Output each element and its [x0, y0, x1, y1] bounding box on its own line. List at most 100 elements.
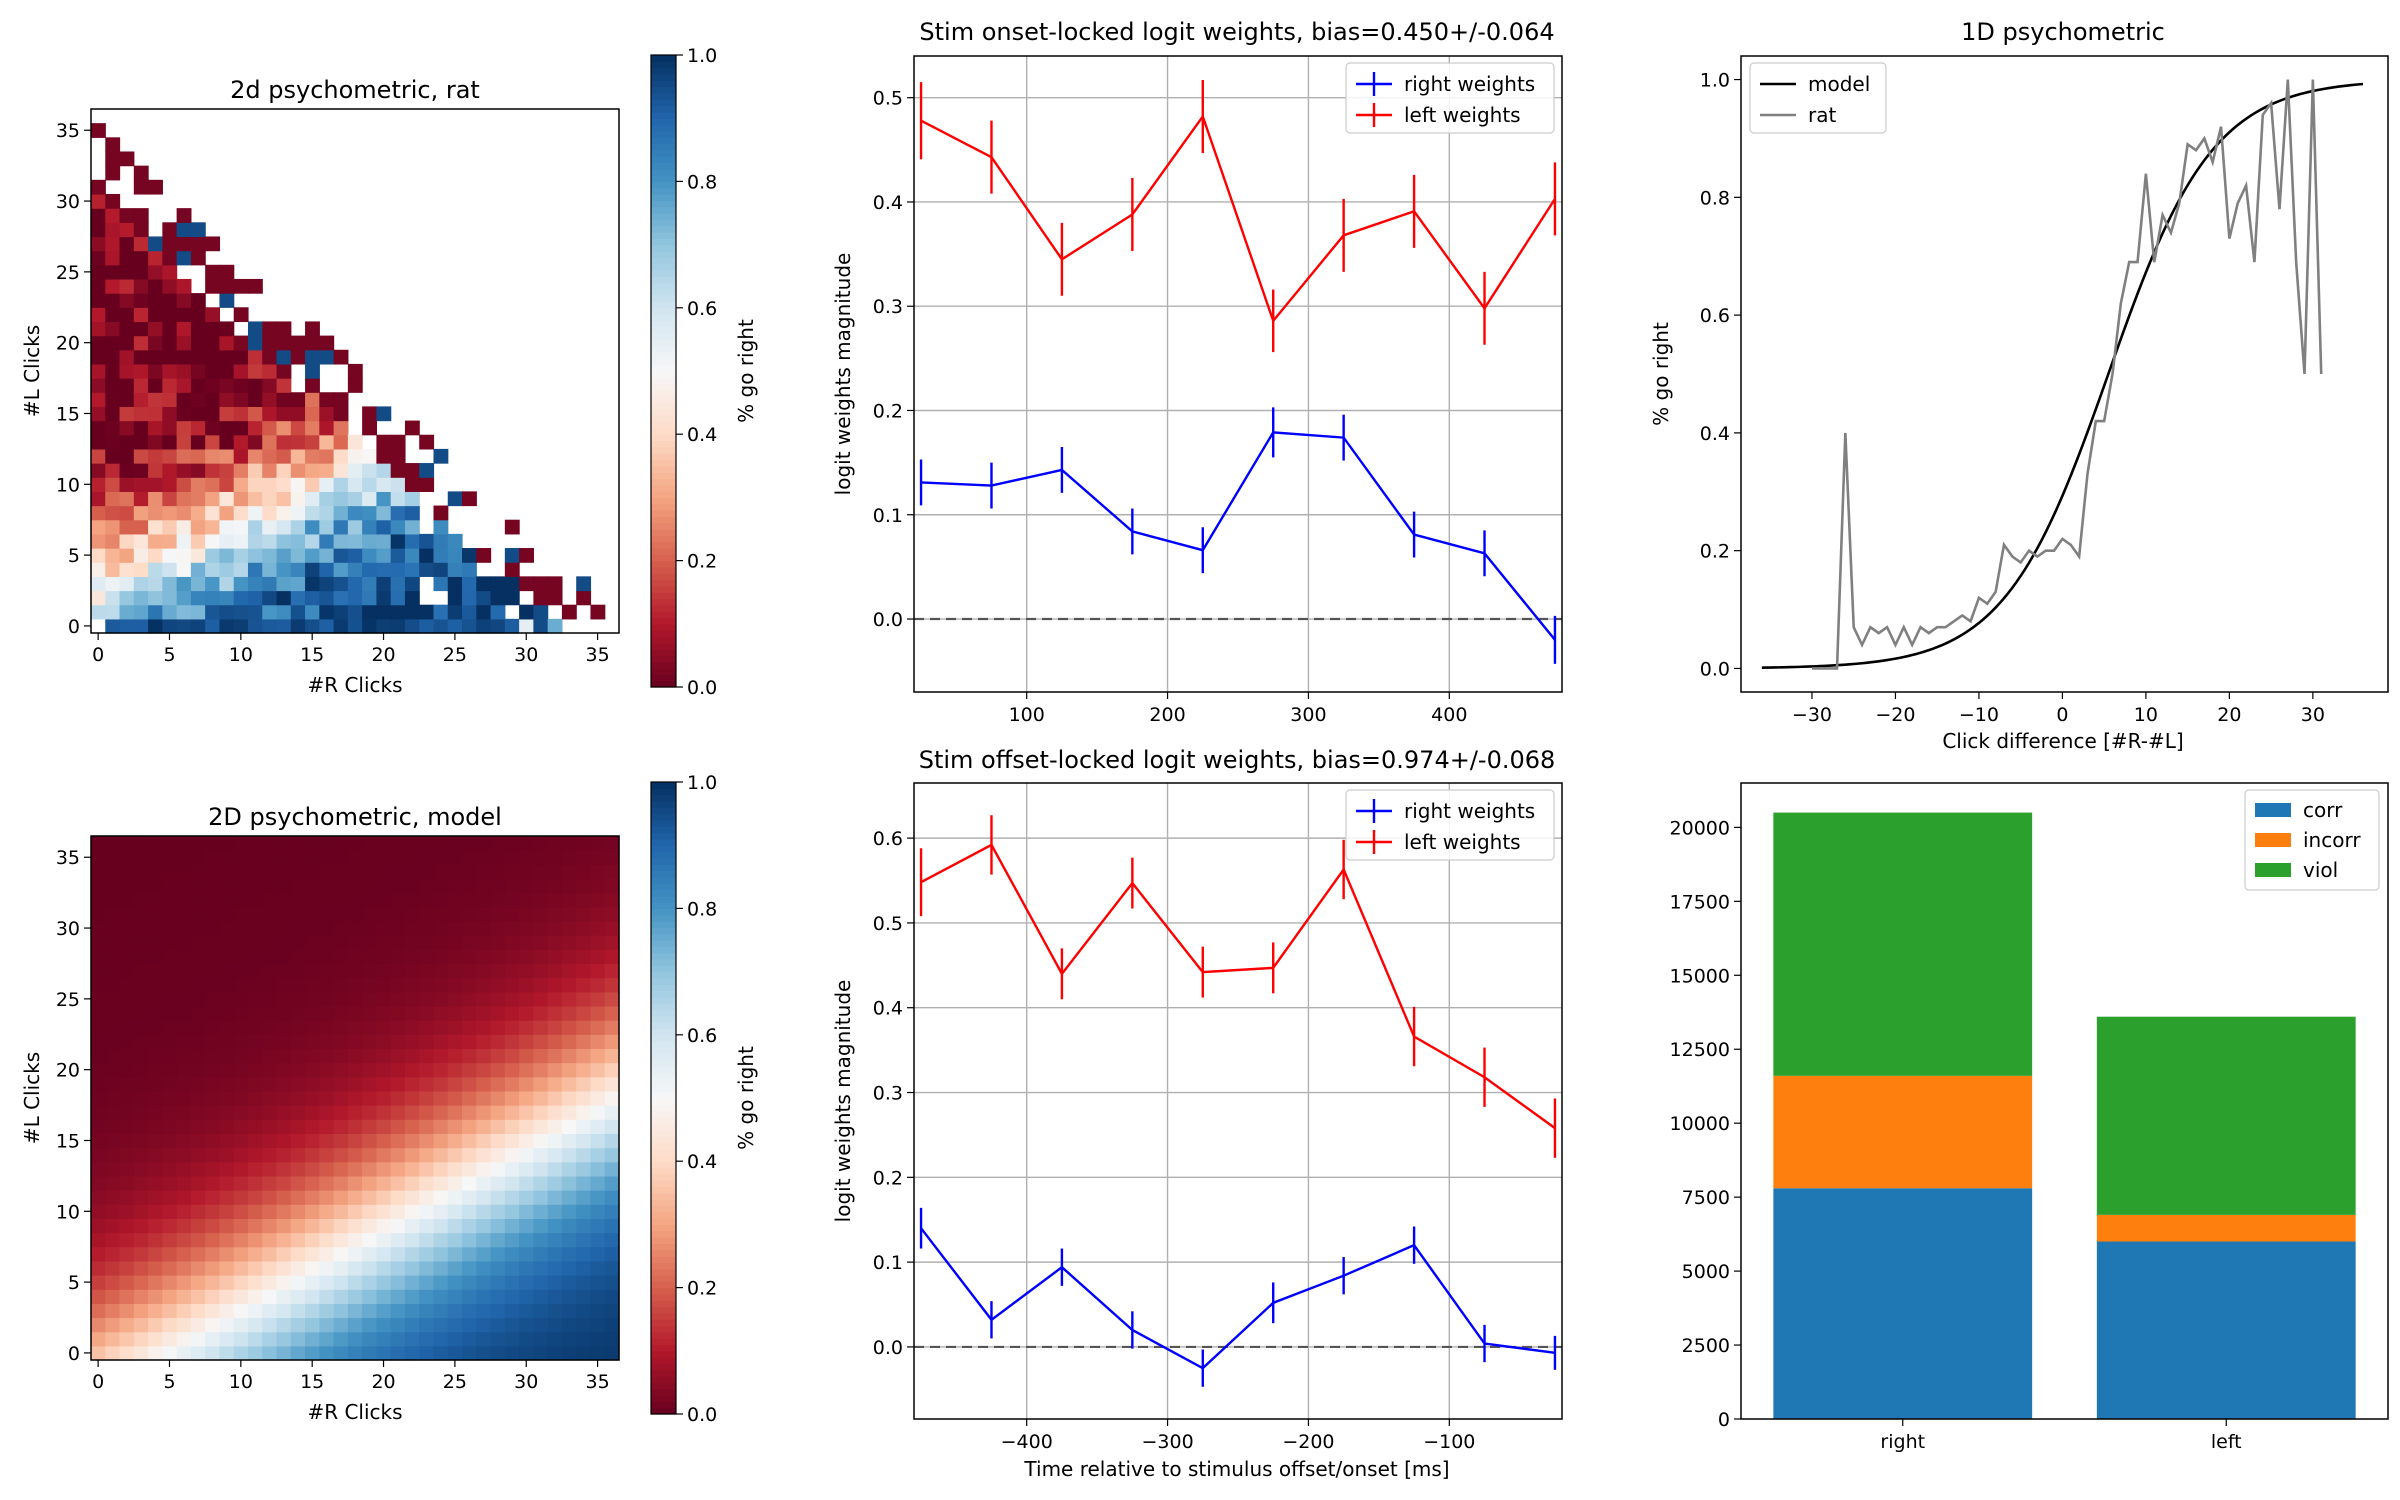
colorbar-swatch	[651, 1098, 676, 1105]
heatmap-cell	[462, 1289, 477, 1304]
colorbar-swatch	[651, 864, 676, 872]
heatmap-cell	[433, 1190, 449, 1205]
heatmap-cell	[447, 1105, 463, 1120]
panel-onset-locked-weights: Stim onset-locked logit weights, bias=0.…	[831, 18, 1563, 726]
heatmap-cell	[276, 892, 292, 908]
heatmap-cell	[390, 576, 406, 592]
heatmap-cell	[447, 1161, 463, 1177]
heatmap-cell	[504, 963, 520, 979]
heatmap-cell	[561, 1076, 577, 1092]
heatmap-cell	[91, 1260, 106, 1276]
heatmap-cell	[519, 1345, 534, 1361]
heatmap-cell	[233, 1175, 249, 1191]
heatmap-cell	[462, 1345, 477, 1361]
heatmap-cell	[91, 1076, 106, 1092]
heatmap-cell	[91, 179, 106, 195]
heatmap-cell	[162, 1161, 178, 1177]
heatmap-cell	[404, 864, 420, 880]
heatmap-cell	[190, 349, 206, 365]
colorbar-swatch	[651, 497, 676, 505]
heatmap-cell	[333, 1005, 349, 1021]
heatmap-cell	[119, 1119, 135, 1135]
heatmap-cell	[290, 1105, 306, 1120]
heatmap-cell	[305, 1105, 320, 1120]
heatmap-cell	[305, 1317, 320, 1333]
heatmap-cell	[105, 1289, 121, 1304]
heatmap-cell	[447, 949, 463, 965]
heatmap-cell	[276, 406, 292, 422]
heatmap-cell	[290, 548, 306, 563]
heatmap-cell	[190, 293, 206, 308]
heatmap-cell	[376, 1260, 392, 1276]
colorbar-swatch	[651, 345, 676, 353]
heatmap-cell	[533, 963, 549, 979]
heatmap-cell	[205, 463, 221, 478]
heatmap-cell	[504, 548, 520, 563]
heatmap-cell	[162, 463, 178, 478]
heatmap-cell	[347, 576, 363, 592]
heatmap-cell	[490, 878, 506, 894]
heatmap-cell	[162, 1048, 178, 1064]
heatmap-cell	[148, 892, 163, 908]
heatmap-cell	[205, 349, 221, 365]
heatmap-cell	[576, 1190, 592, 1205]
heatmap-cell	[376, 920, 392, 936]
series-line	[920, 843, 1556, 1130]
heatmap-cell	[547, 977, 563, 993]
heatmap-cell	[305, 906, 320, 922]
heatmap-cell	[162, 1147, 178, 1163]
heatmap-cell	[233, 963, 249, 979]
heatmap-cell	[362, 1020, 378, 1035]
heatmap-cell	[262, 491, 278, 507]
heatmap-cell	[262, 406, 278, 422]
heatmap-cell	[519, 1317, 534, 1333]
heatmap-cell	[333, 349, 349, 365]
heatmap-cell	[561, 1246, 577, 1262]
heatmap-cell	[247, 406, 263, 422]
heatmap-cell	[219, 1147, 235, 1163]
heatmap-cell	[462, 548, 477, 563]
heatmap-cell	[547, 1275, 563, 1290]
heatmap-cell	[190, 1147, 206, 1163]
heatmap-cell	[148, 321, 163, 337]
heatmap-cell	[162, 250, 178, 266]
heatmap-cell	[376, 618, 392, 634]
heatmap-cell	[490, 1076, 506, 1092]
heatmap-cell	[119, 949, 135, 965]
heatmap-cell	[162, 991, 178, 1007]
heatmap-cell	[91, 1289, 106, 1304]
colorbar-swatch	[651, 478, 676, 486]
heatmap-cell	[105, 1020, 121, 1035]
heatmap-cell	[576, 1260, 592, 1276]
heatmap-cell	[362, 1218, 378, 1234]
x-tick-label: 10	[2134, 704, 2158, 726]
heatmap-cell	[105, 1034, 121, 1050]
colorbar-swatch	[651, 876, 676, 884]
heatmap-cell	[376, 548, 392, 563]
heatmap-cell	[233, 977, 249, 993]
heatmap-cell	[290, 991, 306, 1007]
heatmap-cell	[504, 977, 520, 993]
heatmap-cell	[190, 878, 206, 894]
heatmap-cell	[462, 1232, 477, 1248]
colorbar-tick-label: 0.6	[687, 298, 717, 320]
y-tick-label: 0.6	[873, 828, 903, 850]
heatmap-cell	[547, 949, 563, 965]
heatmap-cell	[290, 1303, 306, 1319]
heatmap-cell	[190, 505, 206, 521]
heatmap-cell	[162, 1119, 178, 1135]
heatmap-cell	[462, 1218, 477, 1234]
heatmap-cell	[119, 307, 135, 323]
heatmap-cell	[319, 1260, 335, 1276]
heatmap-cell	[190, 1048, 206, 1064]
heatmap-cell	[504, 1105, 520, 1120]
heatmap-cell	[504, 519, 520, 535]
heatmap-cell	[176, 991, 192, 1007]
heatmap-cell	[390, 477, 406, 492]
x-tick-label: −10	[1959, 704, 1999, 726]
heatmap-cell	[105, 420, 121, 436]
heatmap-cell	[219, 533, 235, 549]
heatmap-cell	[148, 1119, 163, 1135]
heatmap-cell	[433, 1048, 449, 1064]
heatmap-cell	[604, 1303, 620, 1319]
